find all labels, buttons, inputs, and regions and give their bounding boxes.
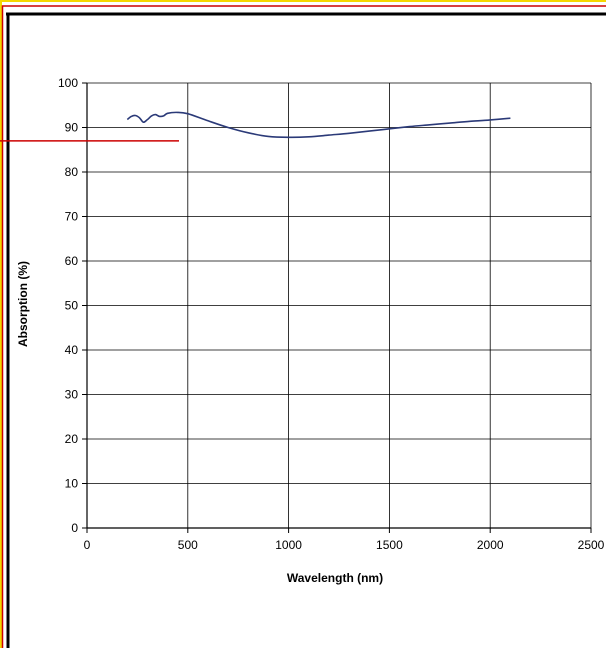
x-tick-label: 2500 — [578, 538, 605, 552]
y-tick-label: 90 — [65, 121, 79, 135]
series-line-0 — [126, 111, 511, 139]
y-tick-label: 60 — [65, 254, 79, 268]
y-tick-label: 40 — [65, 343, 79, 357]
x-tick-labels: 0 500 1000 1500 2000 2500 — [84, 538, 605, 552]
x-tick-label: 0 — [84, 538, 91, 552]
y-axis-title: Absorption (%) — [16, 261, 30, 347]
y-tick-label: 10 — [65, 477, 79, 491]
y-tick-label: 20 — [65, 432, 79, 446]
x-tick-label: 500 — [178, 538, 198, 552]
x-tick-label: 1500 — [376, 538, 403, 552]
y-tick-label: 70 — [65, 210, 79, 224]
y-tick-label: 50 — [65, 299, 79, 313]
y-tick-label: 30 — [65, 388, 79, 402]
x-tick-label: 1000 — [275, 538, 302, 552]
y-tick-labels: 0 10 20 30 40 50 60 70 80 90 100 — [58, 76, 78, 535]
x-tick-label: 2000 — [477, 538, 504, 552]
grid-lines — [87, 82, 592, 528]
x-axis-title: Wavelength (nm) — [287, 571, 383, 585]
y-tick-label: 80 — [65, 165, 79, 179]
y-tick-label: 100 — [58, 76, 78, 90]
y-tick-label: 0 — [71, 521, 78, 535]
axes — [82, 82, 592, 533]
red-border — [1, 5, 606, 648]
series-layer — [126, 111, 511, 139]
